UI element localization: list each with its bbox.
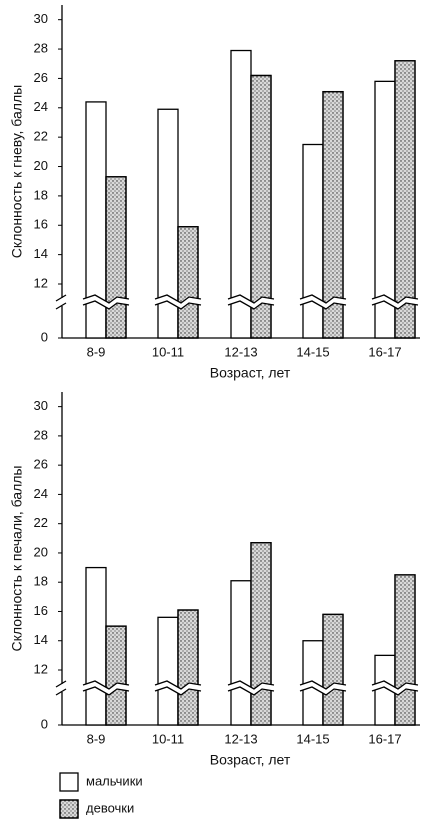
axis-break-line bbox=[227, 686, 275, 696]
axis-break-line bbox=[154, 300, 202, 310]
bar-texture bbox=[322, 613, 344, 726]
y-tick-label: 24 bbox=[34, 486, 48, 501]
y-tick-label: 0 bbox=[41, 716, 48, 731]
bar bbox=[230, 580, 252, 726]
y-tick-label: 22 bbox=[34, 129, 48, 144]
axis-break-mark bbox=[55, 688, 67, 696]
y-tick-label: 18 bbox=[34, 187, 48, 202]
y-tick-label: 20 bbox=[34, 158, 48, 173]
axis-break-line bbox=[227, 300, 275, 310]
y-tick-label: 0 bbox=[41, 329, 48, 344]
y-tick-label: 28 bbox=[34, 40, 48, 55]
axis-break-gap bbox=[59, 298, 65, 306]
x-tick-label: 8-9 bbox=[87, 731, 106, 746]
bar-texture bbox=[322, 90, 344, 339]
axis-break-line bbox=[371, 680, 419, 690]
x-tick-label: 12-13 bbox=[224, 344, 257, 359]
y-tick-label: 14 bbox=[34, 632, 48, 647]
x-tick-label: 8-9 bbox=[87, 344, 106, 359]
y-tick-label: 24 bbox=[34, 99, 48, 114]
bar-texture bbox=[105, 176, 127, 339]
y-tick-label: 14 bbox=[34, 246, 48, 261]
axis-break-gap bbox=[59, 684, 65, 692]
axis-break-line bbox=[299, 300, 347, 310]
y-tick-label: 26 bbox=[34, 70, 48, 85]
y-tick-label: 16 bbox=[34, 217, 48, 232]
y-tick-label: 22 bbox=[34, 515, 48, 530]
axis-break-line bbox=[371, 294, 419, 304]
y-tick-label: 16 bbox=[34, 603, 48, 618]
axis-break-line bbox=[371, 686, 419, 696]
bar bbox=[302, 143, 324, 339]
axis-break-line bbox=[299, 294, 347, 304]
x-tick-label: 12-13 bbox=[224, 731, 257, 746]
axis-break-line bbox=[82, 686, 130, 696]
y-tick-label: 20 bbox=[34, 544, 48, 559]
axis-break-mark bbox=[55, 302, 67, 310]
x-tick-label: 10-11 bbox=[152, 731, 184, 746]
axis-break-line bbox=[299, 686, 347, 696]
bar-texture bbox=[250, 74, 272, 339]
bar-texture bbox=[394, 574, 416, 726]
y-tick-label: 30 bbox=[34, 11, 48, 26]
axis-break-mark bbox=[55, 680, 67, 688]
x-axis-label: Возраст, лет bbox=[210, 752, 291, 768]
axis-break-line bbox=[154, 686, 202, 696]
x-axis-label: Возраст, лет bbox=[210, 365, 291, 381]
x-tick-label: 14-15 bbox=[296, 344, 329, 359]
x-tick-label: 10-11 bbox=[152, 344, 184, 359]
y-axis-label: Склонность к гневу, баллы bbox=[9, 85, 25, 258]
axis-break-line bbox=[154, 294, 202, 304]
legend-swatch bbox=[59, 772, 79, 792]
bar-texture bbox=[105, 625, 127, 726]
axis-break-mark bbox=[55, 294, 67, 302]
axis-break-line bbox=[227, 294, 275, 304]
axis-break-line bbox=[82, 294, 130, 304]
x-tick-label: 16-17 bbox=[368, 731, 401, 746]
axis-break-line bbox=[227, 680, 275, 690]
x-tick-label: 16-17 bbox=[368, 344, 401, 359]
axis-break-line bbox=[82, 300, 130, 310]
bar-texture bbox=[250, 542, 272, 726]
bar bbox=[85, 566, 107, 726]
axis-break-line bbox=[154, 680, 202, 690]
bar bbox=[157, 108, 179, 339]
x-tick-label: 14-15 bbox=[296, 731, 329, 746]
y-axis-label: Склонность к печали, баллы bbox=[9, 466, 25, 652]
bar bbox=[157, 616, 179, 726]
axis-break-line bbox=[299, 680, 347, 690]
legend-texture bbox=[59, 799, 79, 819]
legend-label: мальчики bbox=[86, 773, 143, 788]
axis-break-line bbox=[371, 300, 419, 310]
y-tick-label: 12 bbox=[34, 661, 48, 676]
bar-texture bbox=[394, 60, 416, 339]
axis-break-line bbox=[82, 680, 130, 690]
legend-label: девочки bbox=[86, 800, 134, 815]
y-tick-label: 30 bbox=[34, 398, 48, 413]
y-tick-label: 28 bbox=[34, 427, 48, 442]
y-tick-label: 12 bbox=[34, 275, 48, 290]
y-tick-label: 26 bbox=[34, 457, 48, 472]
bar-texture bbox=[177, 226, 199, 339]
y-tick-label: 18 bbox=[34, 574, 48, 589]
bar-texture bbox=[177, 609, 199, 726]
